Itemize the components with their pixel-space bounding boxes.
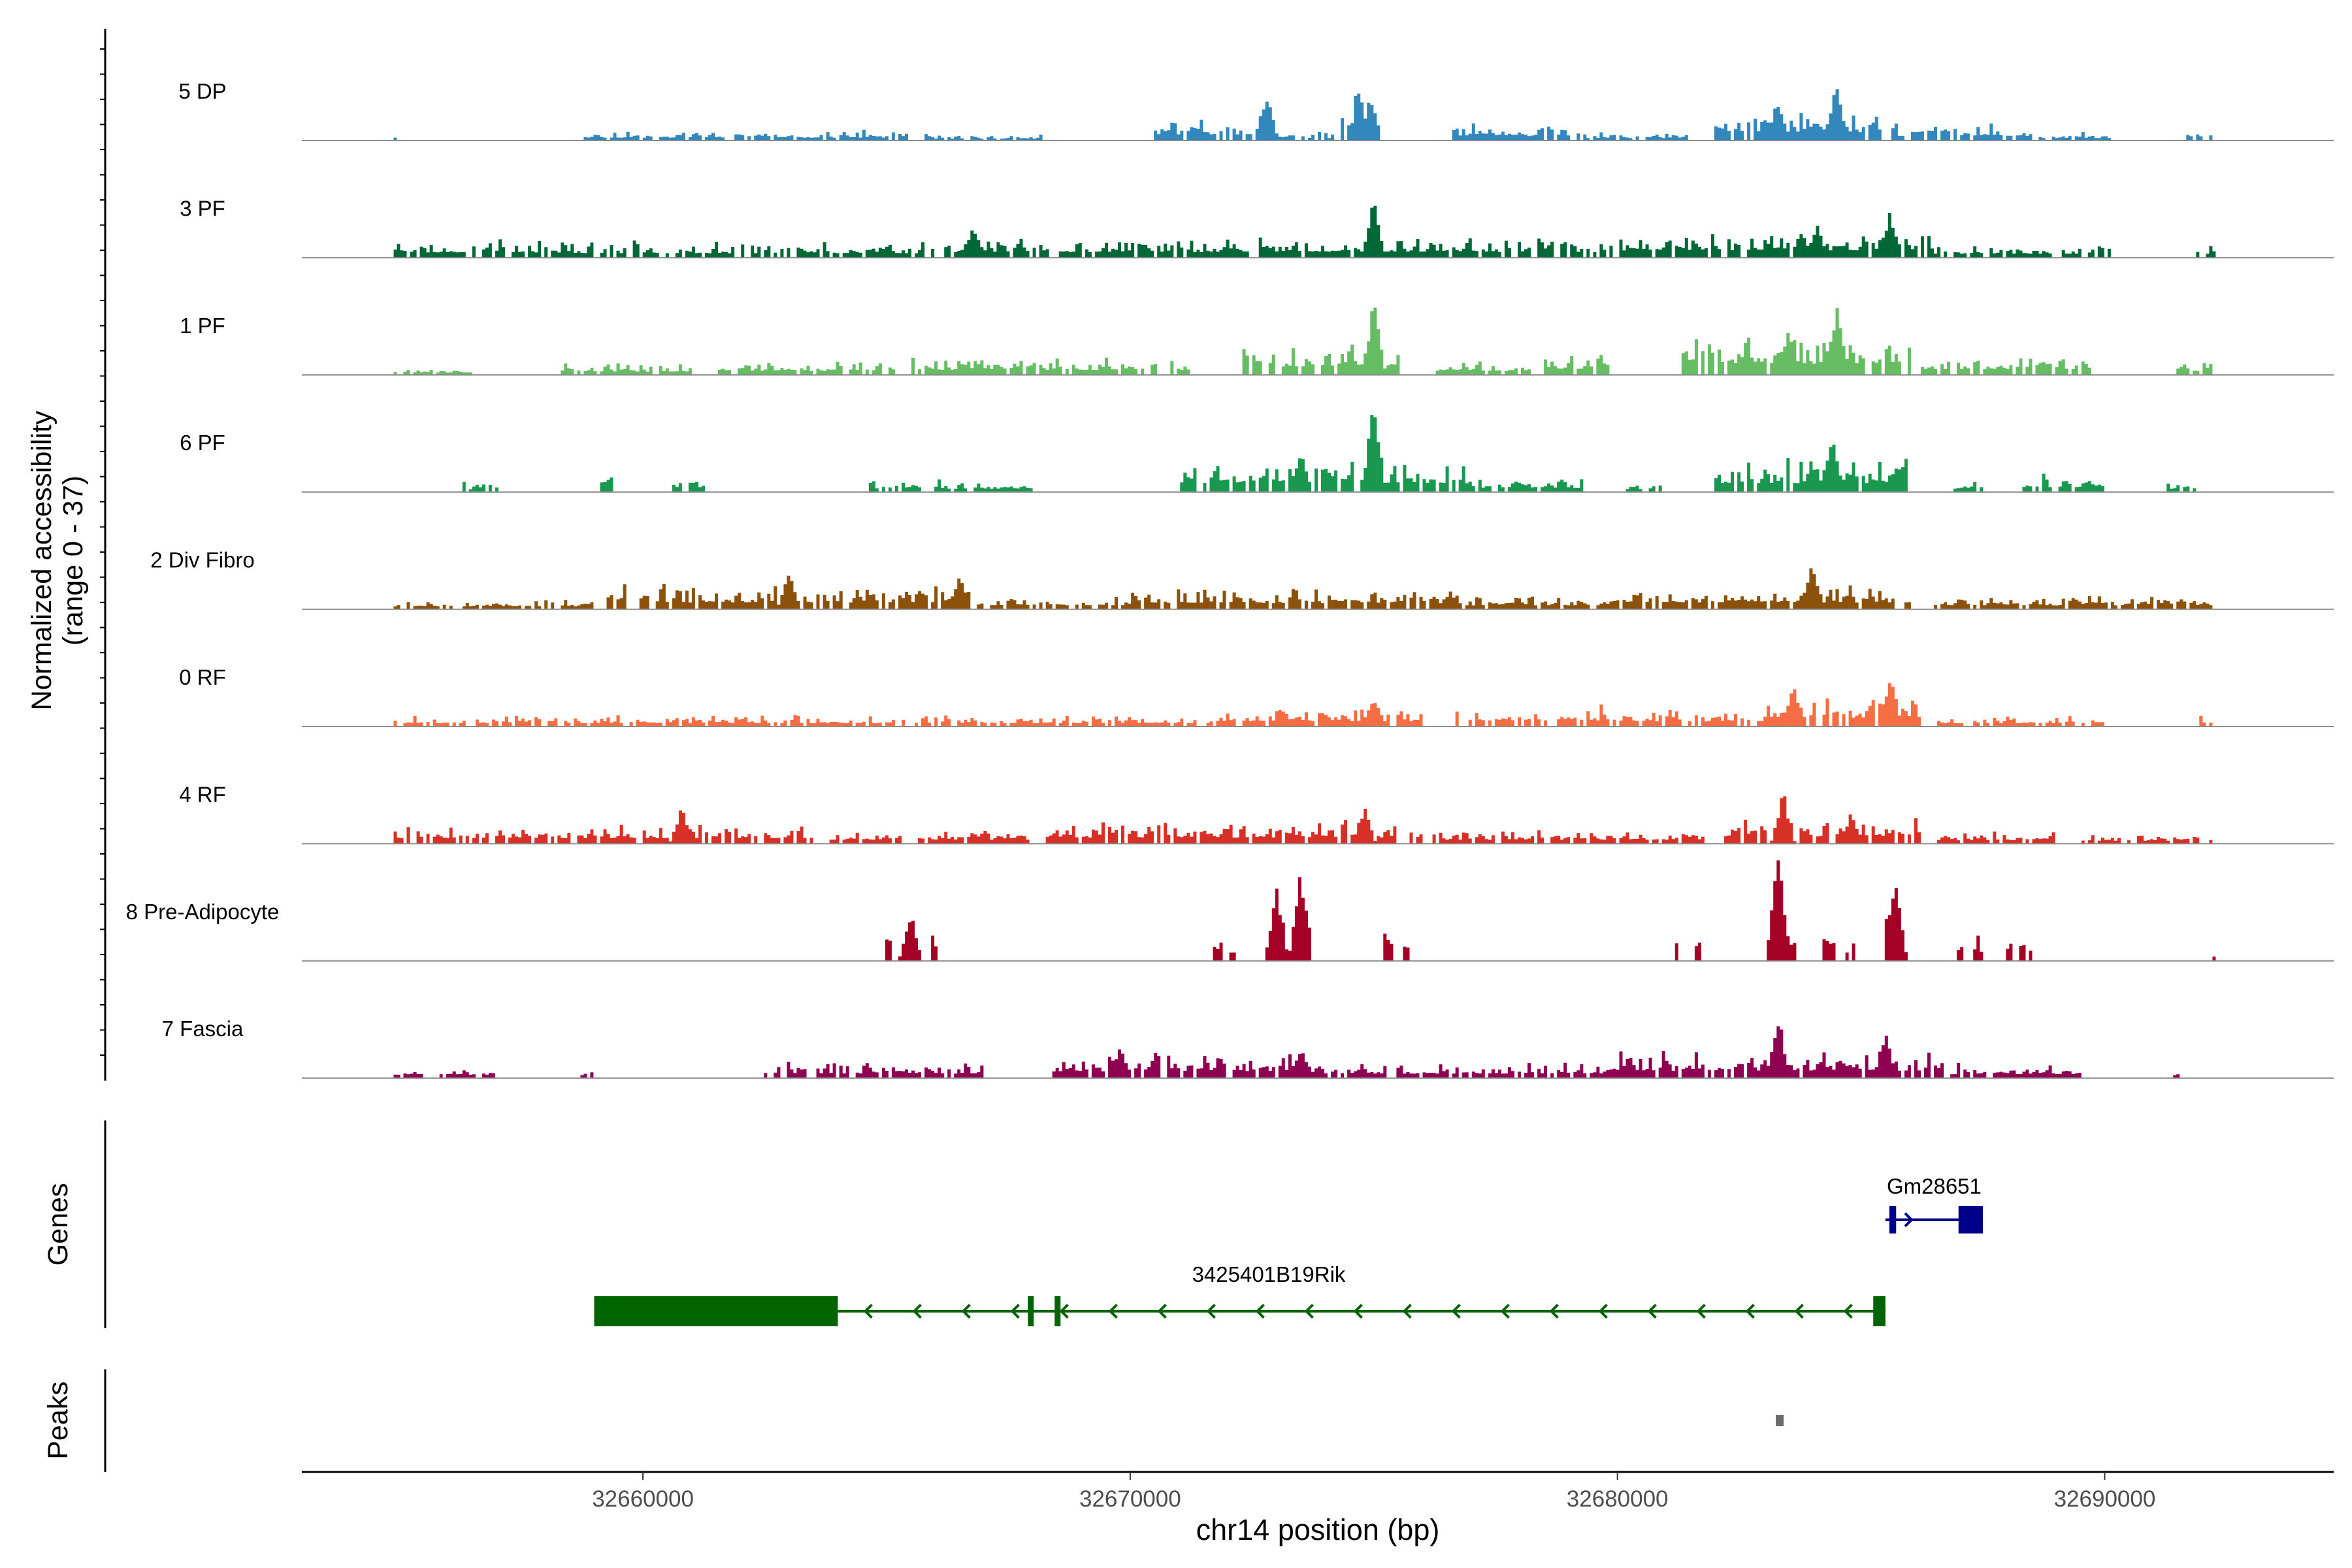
track-4-rf: 4 RF — [179, 782, 2334, 845]
track-label-5-dp: 5 DP — [178, 79, 226, 103]
track-label-3-pf: 3 PF — [180, 196, 225, 220]
coverage-area-2-div-fibro — [302, 568, 2334, 610]
track-label-0-rf: 0 RF — [179, 665, 226, 689]
gene-exon — [1889, 1206, 1897, 1233]
strand-arrow — [1745, 1303, 1755, 1319]
coverage-tracks: 5 DP 3 PF 1 PF 6 PF 2 Div Fibro 0 RF 4 RF 8 Pre… — [126, 79, 2334, 1079]
genes-panel-label: Genes — [42, 1183, 74, 1266]
strand-arrow — [1794, 1303, 1804, 1319]
track-label-2-div-fibro: 2 Div Fibro — [150, 548, 255, 572]
track-1-pf: 1 PF — [180, 307, 2334, 376]
gene-exon — [1873, 1296, 1886, 1326]
gene-3425401b19rik: 3425401B19Rik — [594, 1262, 1886, 1326]
coverage-area-7-fascia — [302, 1026, 2334, 1079]
track-label-4-rf: 4 RF — [179, 782, 226, 806]
track-3-pf: 3 PF — [180, 196, 2334, 259]
strand-arrow — [1598, 1303, 1608, 1319]
strand-arrow — [961, 1303, 971, 1319]
strand-arrow — [1206, 1303, 1216, 1319]
gene-gm28651: Gm28651 — [1885, 1174, 1984, 1233]
gene-exon — [594, 1296, 838, 1326]
strand-arrow — [1304, 1303, 1314, 1319]
strand-arrow — [1904, 1212, 1914, 1228]
coverage-area-1-pf — [302, 307, 2334, 375]
track-0-rf: 0 RF — [179, 665, 2334, 727]
strand-arrow — [912, 1303, 922, 1319]
track-label-6-pf: 6 PF — [180, 431, 225, 455]
track-label-1-pf: 1 PF — [180, 314, 225, 338]
strand-arrow — [1108, 1303, 1118, 1319]
coverage-y-ticks — [100, 48, 105, 1056]
strand-arrow — [1059, 1303, 1069, 1319]
gene-exon — [1054, 1296, 1061, 1326]
coverage-area-5-dp — [302, 89, 2334, 140]
strand-arrow — [1255, 1303, 1265, 1319]
track-5-dp: 5 DP — [178, 79, 2334, 141]
track-label-7-fascia: 7 Fascia — [162, 1017, 244, 1041]
x-tick-label: 32660000 — [592, 1486, 694, 1512]
strand-arrow — [1500, 1303, 1510, 1319]
gene-label: 3425401B19Rik — [1192, 1262, 1346, 1286]
track-6-pf: 6 PF — [180, 415, 2334, 493]
x-axis-title: chr14 position (bp) — [1196, 1513, 1440, 1546]
track-8-pre-adipocyte: 8 Pre-Adipocyte — [126, 860, 2334, 962]
gene-exon — [1028, 1296, 1034, 1326]
peak-region — [1776, 1415, 1784, 1426]
x-axis-ticks: 32660000 32670000 32680000 32690000 — [592, 1472, 2155, 1512]
strand-arrow — [1402, 1303, 1412, 1319]
y-axis-label-line1: Normalized accessibility — [26, 410, 57, 710]
x-tick-label: 32670000 — [1079, 1486, 1181, 1512]
x-tick-label: 32680000 — [1567, 1486, 1669, 1512]
track-label-8-pre-adipocyte: 8 Pre-Adipocyte — [126, 900, 280, 924]
peaks-track — [1776, 1415, 1784, 1426]
x-tick-label: 32690000 — [2054, 1486, 2156, 1512]
strand-arrow — [1157, 1303, 1167, 1319]
strand-arrow — [1549, 1303, 1559, 1319]
coverage-area-4-rf — [302, 796, 2334, 844]
gene-models: 3425401B19Rik Gm28651 — [594, 1174, 1984, 1326]
coverage-area-6-pf — [302, 415, 2334, 493]
y-axis-label-line2: (range 0 - 37) — [57, 476, 89, 646]
strand-arrow — [1010, 1303, 1020, 1319]
coverage-area-3-pf — [302, 205, 2334, 258]
strand-arrow — [1843, 1303, 1853, 1319]
strand-arrow — [863, 1303, 873, 1319]
peaks-panel-label: Peaks — [42, 1381, 74, 1460]
track-2-div-fibro: 2 Div Fibro — [150, 548, 2334, 610]
strand-arrow — [1696, 1303, 1706, 1319]
strand-arrow — [1647, 1303, 1657, 1319]
gene-label: Gm28651 — [1887, 1174, 1982, 1198]
gene-exon — [1958, 1206, 1984, 1233]
coverage-area-0-rf — [302, 683, 2334, 727]
strand-arrow — [1451, 1303, 1461, 1319]
strand-arrow — [1353, 1303, 1363, 1319]
track-7-fascia: 7 Fascia — [162, 1017, 2334, 1079]
